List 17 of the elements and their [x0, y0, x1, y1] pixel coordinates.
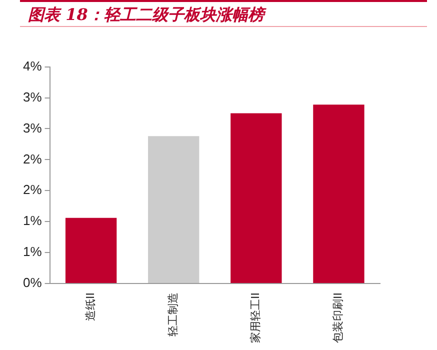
bar — [230, 113, 282, 284]
y-tick-label: 0% — [22, 275, 42, 290]
y-tick-label: 2% — [22, 182, 42, 198]
y-tick-label: 3% — [22, 89, 42, 104]
y-tick-label: 2% — [22, 151, 42, 166]
bar — [148, 136, 200, 284]
y-tick-label: 1% — [22, 213, 42, 228]
y-tick-label: 4% — [22, 58, 42, 74]
x-tick-label: 造纸II — [84, 292, 97, 322]
x-tick-label: 家用轻工II — [249, 292, 262, 344]
bar — [65, 218, 117, 284]
chart-title: 图表 18：轻工二级子板块涨幅榜 — [28, 5, 264, 26]
x-tick-label: 轻工制造 — [166, 292, 180, 337]
x-tick-label: 包装印刷II — [332, 292, 345, 344]
y-tick-label: 1% — [22, 244, 42, 260]
bar — [313, 104, 364, 284]
y-tick-label: 3% — [22, 120, 42, 136]
